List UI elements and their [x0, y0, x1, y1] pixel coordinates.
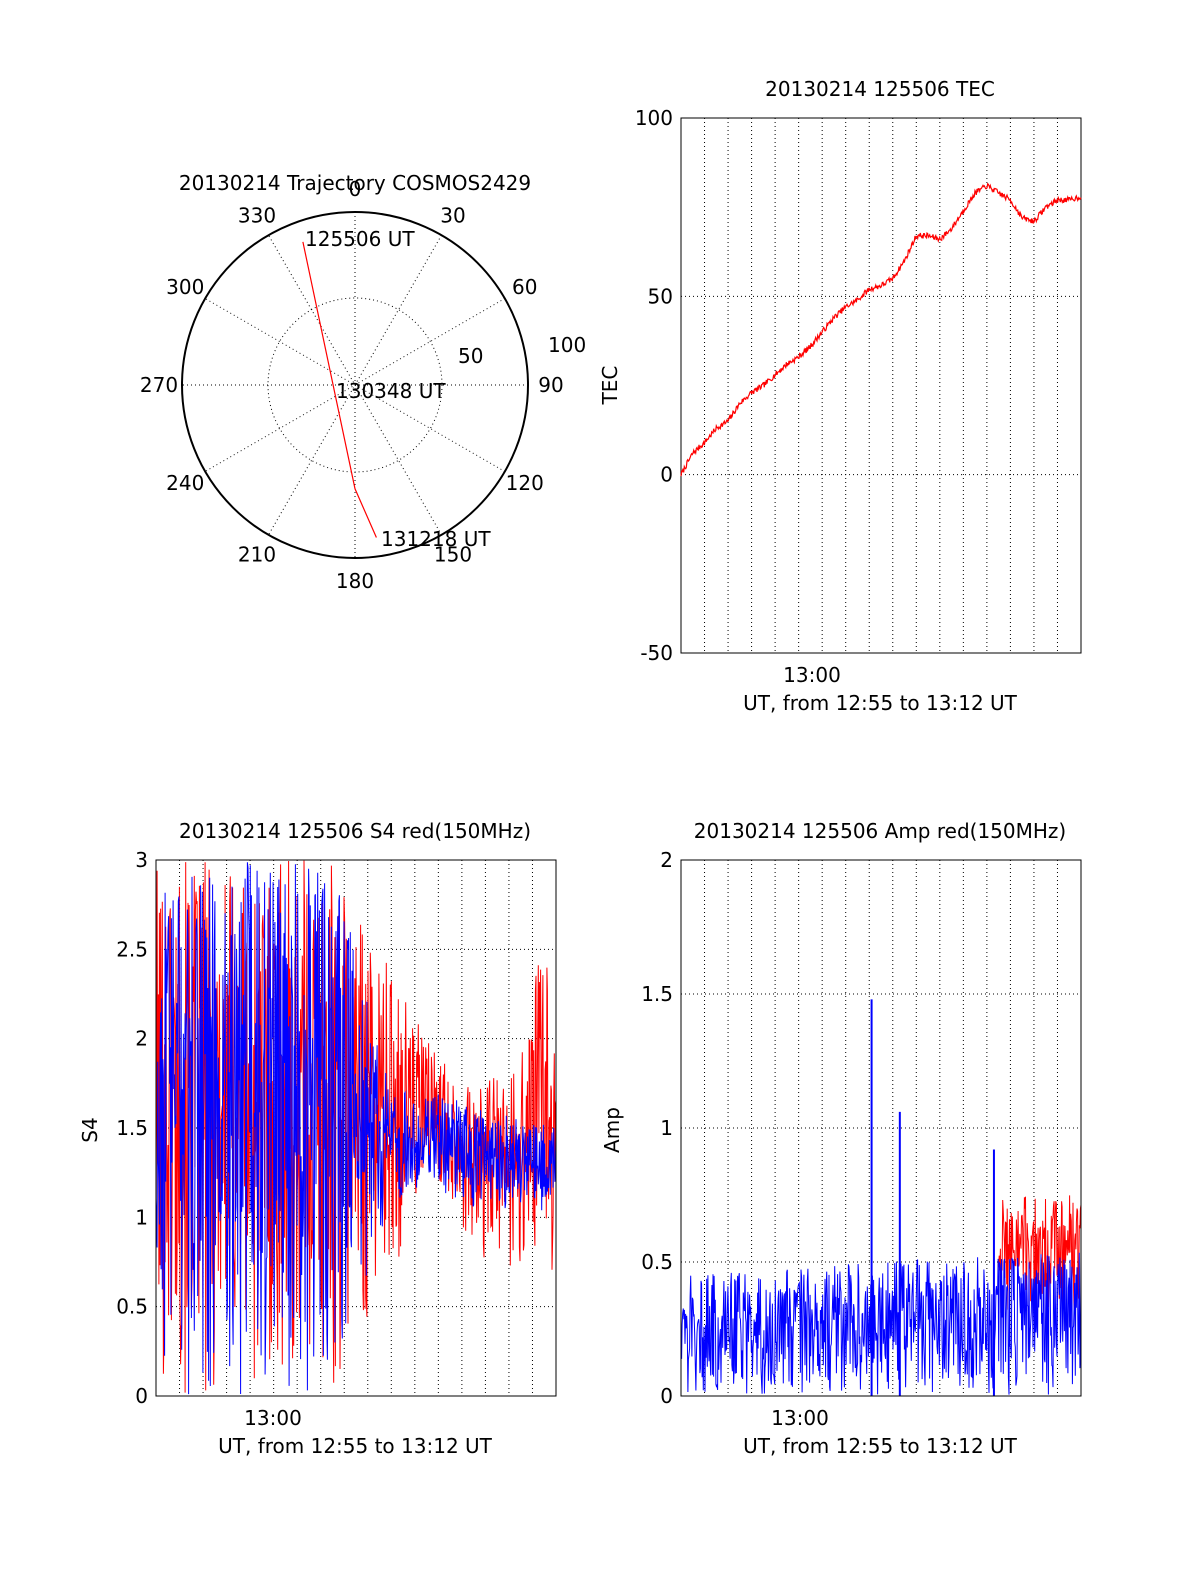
tec-series-line [680, 182, 1082, 477]
polar-angle-label: 120 [506, 471, 544, 495]
polar-trajectory-line [302, 241, 377, 538]
y-tick-label: 1 [660, 1116, 673, 1140]
polar-mid-time-label: 130348 UT [336, 379, 446, 403]
tec-panel: 20130214 125506 TEC -50 0 50 100 13:00 UT, … [598, 77, 1082, 715]
y-tick-label: 0 [135, 1384, 148, 1408]
s4-x-tick-label: 13:00 [244, 1406, 302, 1430]
s4-panel: 20130214 125506 S4 red(150MHz) 0 0.5 1 1.5 2… [78, 819, 557, 1458]
y-tick-label: 2 [135, 1027, 148, 1051]
polar-angle-label: 90 [538, 373, 563, 397]
y-tick-label: 1.5 [641, 982, 673, 1006]
y-tick-label: -50 [640, 641, 673, 665]
y-tick-label: 0.5 [641, 1250, 673, 1274]
amp-grid [681, 860, 1081, 1396]
tec-axes-frame [680, 117, 1082, 654]
s4-axes-frame [155, 859, 557, 1397]
amp-x-axis-label: UT, from 12:55 to 13:12 UT [743, 1434, 1018, 1458]
polar-radius-label-100: 100 [548, 333, 586, 357]
y-tick-label: 2 [660, 848, 673, 872]
series-line-red [998, 1195, 1082, 1314]
tec-grid [681, 118, 1081, 653]
polar-angle-label: 180 [336, 569, 374, 593]
y-tick-label: 0.5 [116, 1295, 148, 1319]
s4-y-tick-labels: 0 0.5 1 1.5 2 2.5 3 [116, 848, 148, 1408]
s4-y-axis-label: S4 [78, 1117, 102, 1142]
polar-angle-label: 330 [238, 203, 276, 227]
polar-angle-label: 60 [512, 275, 537, 299]
y-tick-label: 0 [660, 463, 673, 487]
polar-angle-label: 30 [440, 203, 465, 227]
polar-start-time-label: 125506 UT [305, 227, 415, 251]
s4-title: 20130214 125506 S4 red(150MHz) [179, 819, 531, 843]
polar-spoke [268, 234, 442, 536]
amp-y-tick-labels: 0 0.5 1 1.5 2 [641, 848, 673, 1408]
polar-radius-label-50: 50 [458, 344, 483, 368]
y-tick-label: 1 [135, 1205, 148, 1229]
polar-angle-label: 300 [166, 275, 204, 299]
tec-x-tick-label: 13:00 [783, 663, 841, 687]
polar-angle-label: 0 [349, 177, 362, 201]
polar-angle-label: 150 [434, 543, 472, 567]
y-tick-label: 100 [635, 106, 673, 130]
polar-angle-label: 270 [140, 373, 178, 397]
y-tick-label: 1.5 [116, 1116, 148, 1140]
amp-x-tick-label: 13:00 [771, 1406, 829, 1430]
tec-title: 20130214 125506 TEC [765, 77, 995, 101]
tec-y-axis-label: TEC [598, 366, 622, 406]
polar-trajectory-panel: 20130214 Trajectory COSMOS2429 0 30 60 90 12… [140, 171, 586, 593]
polar-angle-label: 240 [166, 471, 204, 495]
series-line-blue [680, 1252, 1082, 1395]
s4-x-axis-label: UT, from 12:55 to 13:12 UT [218, 1434, 493, 1458]
amp-data [680, 999, 1082, 1396]
polar-title: 20130214 Trajectory COSMOS2429 [179, 171, 531, 195]
polar-angle-label: 210 [238, 543, 276, 567]
amp-panel: 20130214 125506 Amp red(150MHz) 0 0.5 1 1.5… [600, 819, 1082, 1458]
polar-angle-labels: 0 30 60 90 120 150 180 210 240 270 300 330 [140, 177, 564, 593]
amp-axes-frame [680, 859, 1082, 1397]
y-tick-label: 3 [135, 848, 148, 872]
polar-end-time-label: 131218 UT [381, 527, 491, 551]
amp-y-axis-label: Amp [600, 1107, 624, 1153]
s4-data [155, 860, 557, 1395]
y-tick-label: 50 [648, 284, 673, 308]
y-tick-label: 2.5 [116, 937, 148, 961]
polar-spokes [182, 212, 528, 558]
amp-title: 20130214 125506 Amp red(150MHz) [694, 819, 1066, 843]
tec-y-tick-labels: -50 0 50 100 [635, 106, 673, 665]
tec-x-axis-label: UT, from 12:55 to 13:12 UT [743, 691, 1018, 715]
series-line-blue [155, 862, 557, 1395]
y-tick-label: 0 [660, 1384, 673, 1408]
